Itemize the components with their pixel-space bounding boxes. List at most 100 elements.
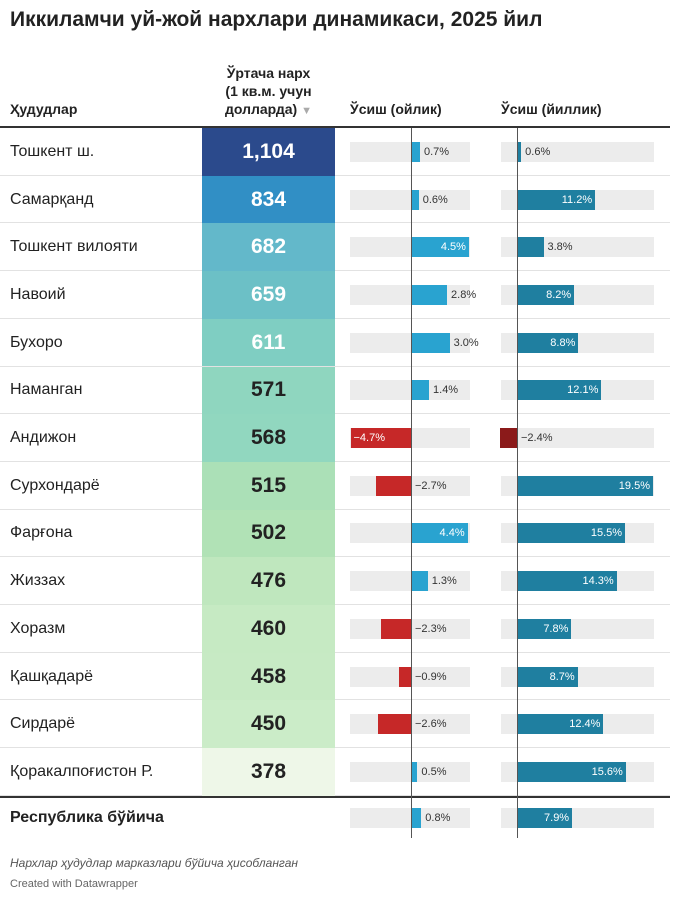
total-rule [0,795,670,798]
bar-label: 0.6% [525,145,551,158]
bar-label: 8.2% [546,288,572,301]
bar [517,523,626,544]
price-cell: 568 [202,414,335,462]
bar [350,428,411,449]
bar [517,475,653,496]
bar [411,237,469,258]
price-cell: 834 [202,175,335,224]
bar [517,761,626,782]
title: Иккиламчи уй-жой нархлари динамикаси, 20… [10,8,543,31]
bar [517,284,575,305]
bar [517,332,579,353]
bar-label: 8.8% [550,336,576,349]
bar-label: 4.4% [439,527,465,540]
bar-track [350,380,470,401]
bar-label: 11.2% [561,193,593,206]
bar-track [501,428,654,449]
header-price: Ўртача нарх (1 кв.м. учун долларда) ▼ [202,64,335,120]
region: Фарғона [10,524,73,542]
region: Сурхондарё [10,476,100,494]
row-divider [0,460,670,462]
row-divider [0,508,670,510]
row-divider [0,365,670,367]
header-text: долларда) [225,101,298,117]
header-line: Ўртача нарх [226,65,311,81]
bar [411,523,468,544]
bar-track [350,761,470,782]
bar [517,237,544,258]
bar-label: 8.7% [549,670,575,683]
bar-track [501,141,654,162]
region: Тошкент вилояти [10,238,138,256]
price-cell: 659 [202,271,335,319]
price-cell: 378 [202,748,335,796]
price-cell: 458 [202,652,335,701]
bar [381,618,411,639]
header-yearly: Ўсиш (йиллик) [501,101,602,117]
region: Жиззах [10,572,66,590]
bar [517,189,596,210]
sort-icon[interactable]: ▼ [301,105,312,117]
price-cell: 611 [202,318,335,367]
bar [411,761,418,782]
row-divider [0,317,670,319]
row-divider [0,604,670,605]
row-divider [0,174,670,176]
bar [376,475,411,496]
bar [411,332,450,353]
region: Хоразм [10,619,66,637]
row-divider [0,699,670,701]
bar-label: −4.7% [353,432,386,445]
header-rule [0,126,670,128]
bar-label: 14.3% [582,575,614,588]
region: Қоракалпоғистон Р. [10,762,154,780]
bar-label: 1.3% [431,575,457,588]
bar-label: −2.3% [415,622,447,635]
price-cell: 571 [202,366,335,415]
bar [377,714,411,735]
bar [517,666,578,687]
bar-label: 0.7% [424,145,450,158]
bar [399,666,411,687]
bar-label: 1.4% [433,384,459,397]
bar-label: 3.0% [453,336,479,349]
zero-axis [517,128,518,838]
row-divider [0,556,670,558]
row-divider [0,747,670,749]
bar-label: 12.1% [567,384,599,397]
bar [411,807,422,828]
row-divider [0,270,670,272]
price-cell: 1,104 [202,128,335,176]
bar-label: 15.6% [591,765,623,778]
price-cell: 502 [202,509,335,558]
region: Сирдарё [10,715,76,733]
region: Бухоро [10,333,63,351]
bar [411,380,430,401]
bar-track [350,332,470,353]
bar-label: 15.5% [590,527,623,540]
bar-track [350,189,470,210]
bar-label: 19.5% [618,479,650,492]
price-cell: 460 [202,605,335,653]
region: Қашқадарё [10,667,93,685]
bar [517,618,572,639]
region: Андижон [10,429,77,447]
region: Тошкент ш. [10,142,95,160]
zero-axis [411,128,412,838]
bar [500,428,517,449]
bar-label: 12.4% [569,718,601,731]
bar-track [350,807,470,828]
bar [411,284,448,305]
bar-label: 4.5% [440,241,466,254]
row-divider [0,794,670,796]
row-divider [0,222,670,224]
price-cell: 682 [202,223,335,272]
bar-label: 0.6% [422,193,448,206]
bar [517,380,602,401]
bar [517,807,573,828]
row-divider [0,413,670,415]
region: Наманган [10,381,83,399]
bar [411,189,419,210]
header-region: Ҳудудлар [10,101,78,117]
